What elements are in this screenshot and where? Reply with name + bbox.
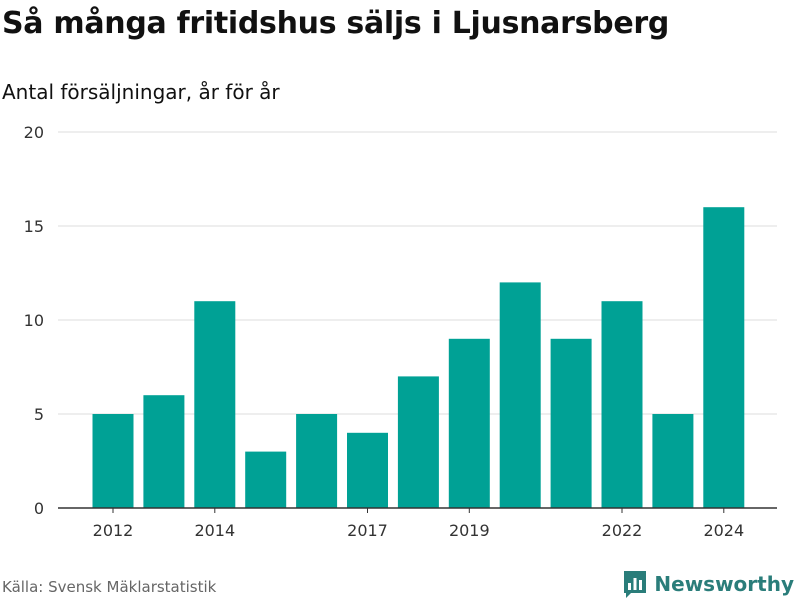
bar-2021 — [550, 338, 592, 508]
chart-title: Så många fritidshus säljs i Ljusnarsberg — [2, 6, 670, 41]
bar-2014 — [194, 301, 236, 508]
y-tick-label: 10 — [24, 311, 44, 330]
bar-2023 — [652, 414, 694, 508]
brand-name: Newsworthy — [654, 572, 794, 596]
x-tick-label: 2019 — [449, 521, 490, 540]
chart-subtitle: Antal försäljningar, år för år — [2, 80, 280, 104]
axes: 0 5 10 15 20 2012 2014 2017 2019 2022 2024 — [24, 123, 777, 540]
y-tick-label: 15 — [24, 217, 44, 236]
bar-2013 — [143, 395, 185, 508]
bar-2022 — [601, 301, 643, 508]
bar-2016 — [296, 414, 338, 508]
x-tick-label: 2012 — [93, 521, 134, 540]
x-tick-label: 2024 — [703, 521, 744, 540]
bar-2015 — [245, 451, 287, 508]
y-tick-label: 20 — [24, 123, 44, 142]
source-note: Källa: Svensk Mäklarstatistik — [2, 578, 217, 596]
bar-2020 — [499, 282, 541, 508]
y-tick-label: 0 — [34, 499, 44, 518]
gridlines — [58, 131, 777, 415]
newsworthy-logo-icon — [624, 571, 647, 598]
brand-logo[interactable]: Newsworthy — [622, 569, 794, 599]
bar-2024 — [703, 207, 745, 508]
y-tick-label: 5 — [34, 405, 44, 424]
x-tick-label: 2017 — [347, 521, 388, 540]
bar-2012 — [92, 414, 134, 508]
bar-2017 — [347, 432, 388, 508]
bar-2018 — [397, 376, 439, 508]
x-tick-label: 2022 — [602, 521, 643, 540]
bar-2019 — [448, 338, 490, 508]
bars — [92, 207, 745, 508]
x-tick-label: 2014 — [194, 521, 235, 540]
